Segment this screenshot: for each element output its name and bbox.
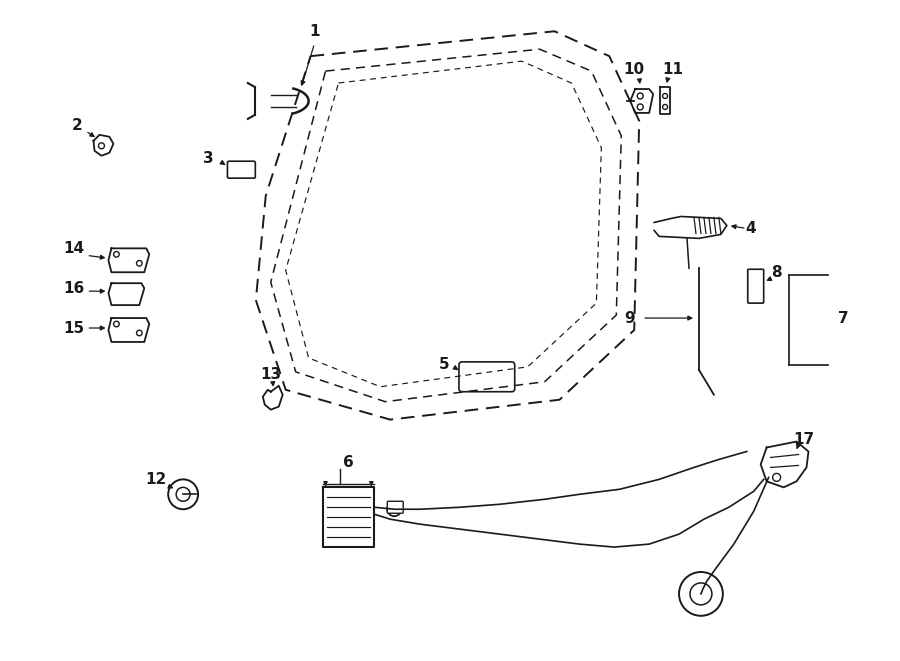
Circle shape [137, 330, 142, 336]
Text: 15: 15 [63, 321, 85, 336]
Circle shape [387, 502, 401, 516]
FancyBboxPatch shape [387, 501, 403, 513]
Circle shape [637, 104, 643, 110]
Circle shape [98, 143, 104, 149]
Text: 12: 12 [146, 472, 166, 487]
Text: 16: 16 [63, 281, 85, 295]
Circle shape [637, 93, 643, 99]
Text: 9: 9 [624, 311, 634, 326]
FancyBboxPatch shape [748, 269, 764, 303]
Text: 3: 3 [202, 151, 213, 166]
Circle shape [662, 93, 668, 98]
Text: 10: 10 [624, 61, 644, 77]
Circle shape [772, 473, 780, 481]
FancyBboxPatch shape [459, 362, 515, 392]
Circle shape [662, 104, 668, 110]
Text: 2: 2 [72, 118, 83, 134]
Circle shape [113, 252, 119, 257]
Text: 7: 7 [838, 311, 849, 326]
Circle shape [168, 479, 198, 509]
Text: 1: 1 [310, 24, 320, 39]
Circle shape [176, 487, 190, 501]
Text: 14: 14 [63, 241, 85, 256]
Circle shape [392, 506, 397, 512]
Text: 4: 4 [745, 221, 756, 236]
Circle shape [690, 583, 712, 605]
FancyBboxPatch shape [228, 161, 256, 178]
Text: 8: 8 [771, 265, 782, 280]
Text: 5: 5 [438, 358, 449, 372]
Circle shape [679, 572, 723, 616]
Text: 6: 6 [343, 455, 354, 470]
Text: 17: 17 [793, 432, 814, 447]
Circle shape [137, 260, 142, 266]
Circle shape [113, 321, 119, 327]
Text: 11: 11 [662, 61, 684, 77]
Text: 13: 13 [260, 368, 282, 382]
